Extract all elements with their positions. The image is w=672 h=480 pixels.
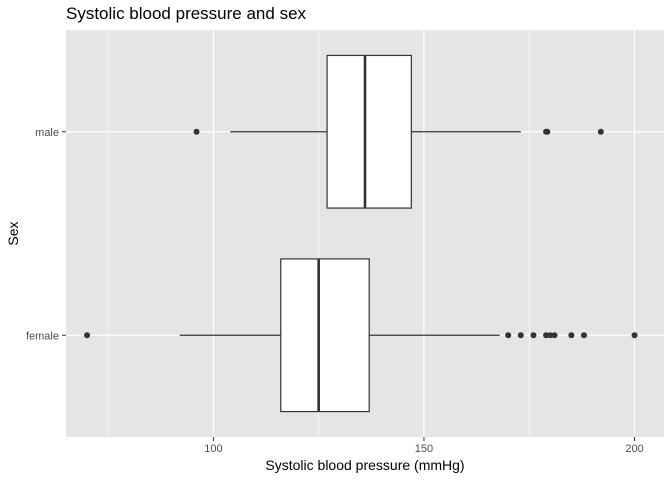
outlier-point [505,332,512,339]
outlier-point [544,128,551,135]
x-axis-title: Systolic blood pressure (mmHg) [265,457,464,473]
x-tick-label: 100 [204,443,222,455]
x-tick-label: 200 [625,443,643,455]
outlier-point [530,332,537,339]
outlier-point [547,332,554,339]
y-tick-label: male [35,127,59,139]
outlier-point [580,332,587,339]
iqr-box [280,258,370,413]
axes: 100 150 200 female male [26,127,644,455]
outlier-point [517,332,524,339]
iqr-box [326,54,412,209]
outlier-point [631,332,638,339]
outlier-point [543,332,550,339]
chart-title: Systolic blood pressure and sex [66,4,307,23]
box-male [193,54,604,209]
outlier-point [568,332,575,339]
outlier-point [193,128,200,135]
y-axis-title: Sex [5,221,21,245]
outlier-point [84,332,91,339]
boxes [84,54,638,413]
outlier-point [551,332,558,339]
y-tick-label: female [26,330,59,342]
x-tick-label: 150 [415,443,433,455]
box-female [84,258,638,413]
outlier-point [597,128,604,135]
